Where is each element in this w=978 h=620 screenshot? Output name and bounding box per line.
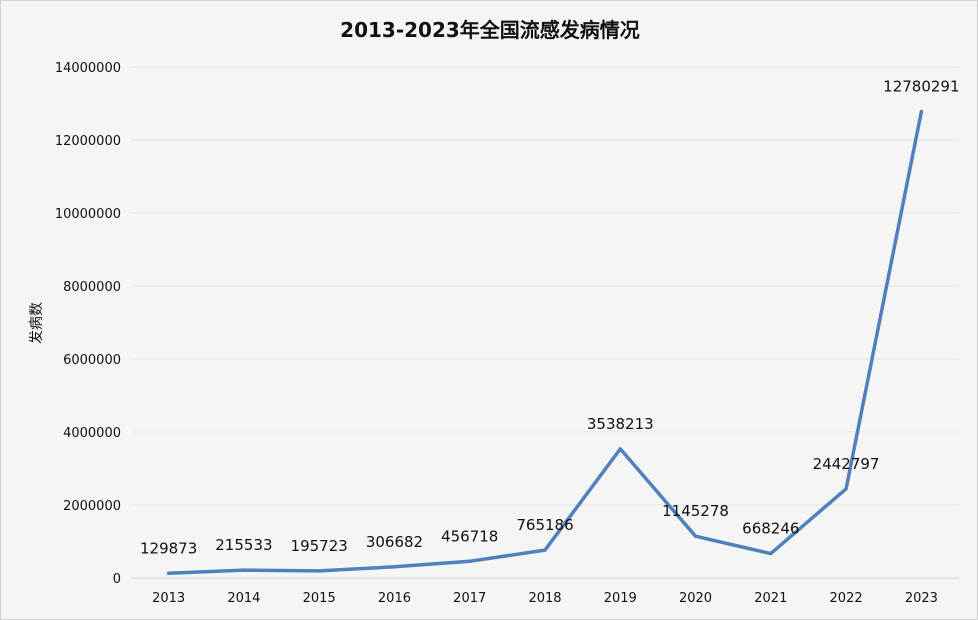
x-tick-label: 2017 — [453, 591, 486, 606]
data-label: 215533 — [215, 536, 272, 554]
series-line — [166, 109, 924, 576]
y-axis-ticks: 0 2000000 4000000 6000000 8000000 10000000 120… — [55, 61, 121, 587]
x-axis-ticks: 2013 2014 2015 2016 2017 2018 2019 2020 2021 2022… — [152, 591, 938, 606]
x-tick-label: 2013 — [152, 591, 185, 606]
x-tick-label: 2015 — [303, 591, 336, 606]
data-label: 668246 — [742, 520, 799, 538]
x-tick-label: 2016 — [378, 591, 411, 606]
data-label: 1145278 — [662, 502, 729, 520]
data-label: 195723 — [291, 537, 348, 555]
data-label: 129873 — [140, 539, 197, 557]
y-tick-label: 10000000 — [55, 207, 121, 222]
data-label: 2442797 — [813, 455, 880, 473]
x-tick-label: 2021 — [754, 591, 787, 606]
y-tick-label: 6000000 — [63, 353, 121, 368]
y-tick-label: 2000000 — [63, 499, 121, 514]
x-tick-label: 2023 — [905, 591, 938, 606]
data-label: 306682 — [366, 533, 423, 551]
data-label: 765186 — [516, 516, 573, 534]
x-tick-label: 2020 — [679, 591, 712, 606]
data-label: 3538213 — [587, 415, 654, 433]
x-tick-label: 2018 — [528, 591, 561, 606]
y-tick-label: 14000000 — [55, 61, 121, 76]
x-tick-label: 2014 — [227, 591, 260, 606]
x-tick-label: 2022 — [830, 591, 863, 606]
series-polyline — [166, 109, 924, 576]
x-tick-label: 2019 — [604, 591, 637, 606]
chart-title: 2013-2023年全国流感发病情况 — [340, 18, 640, 42]
y-tick-label: 8000000 — [63, 280, 121, 295]
y-axis-label: 发病数 — [29, 302, 45, 344]
gridlines — [131, 66, 959, 579]
data-label: 456718 — [441, 527, 498, 545]
data-labels: 129873 215533 195723 306682 456718 765186 3538… — [140, 78, 960, 558]
y-tick-label: 0 — [113, 572, 121, 587]
y-tick-label: 12000000 — [55, 134, 121, 149]
data-label: 12780291 — [883, 78, 959, 96]
y-tick-label: 4000000 — [63, 426, 121, 441]
